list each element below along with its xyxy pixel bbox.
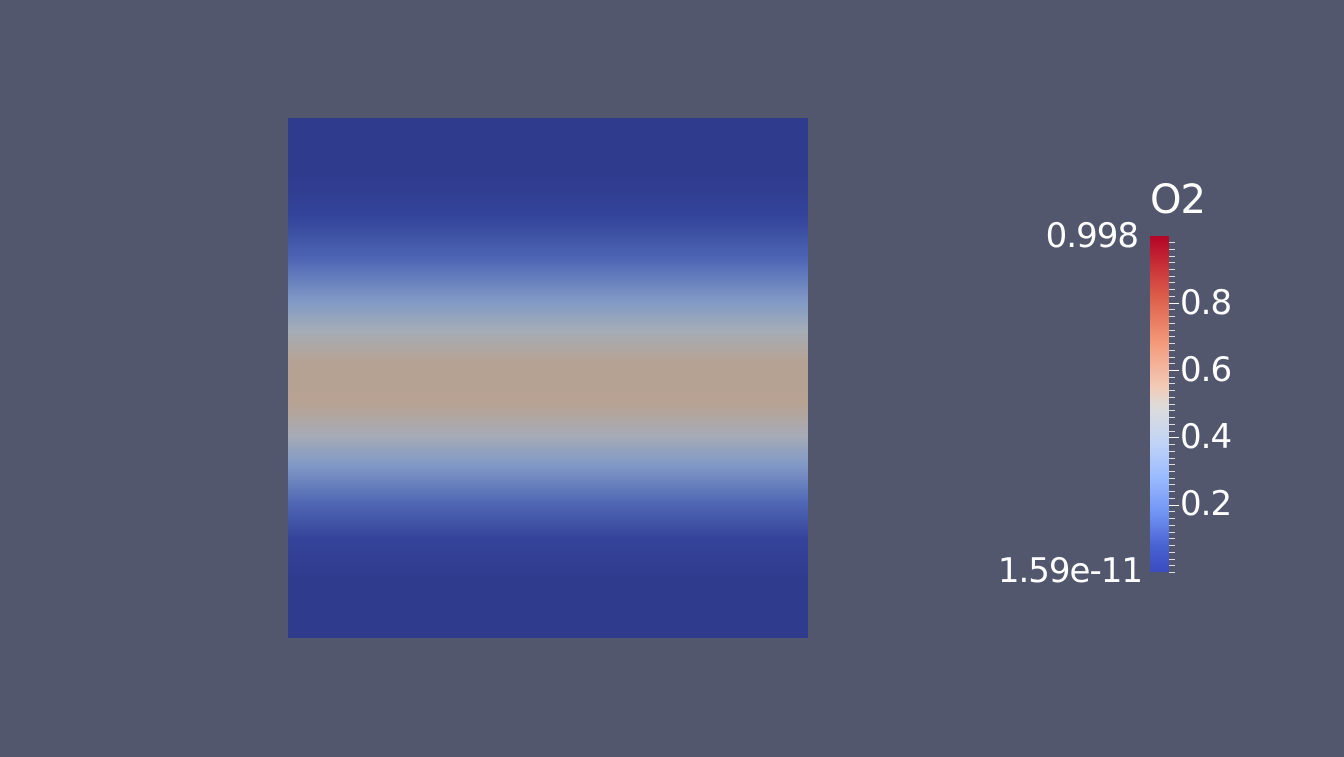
scalar-bar-minor-tick (1169, 262, 1175, 263)
scalar-bar-minor-tick (1169, 444, 1175, 445)
scalar-bar-minor-tick (1169, 471, 1175, 472)
scalar-bar-minor-tick (1169, 559, 1175, 560)
scalar-bar-minor-tick (1169, 451, 1175, 452)
scalar-bar-minor-tick (1169, 249, 1175, 250)
scalar-bar-tick-label: 0.2 (1180, 484, 1232, 524)
scalar-bar-minor-tick (1169, 343, 1175, 344)
scalar-bar-minor-tick (1169, 484, 1175, 485)
scalar-bar-minor-tick (1169, 363, 1175, 364)
scalar-bar-minor-tick (1169, 511, 1175, 512)
scalar-bar-tick-label: 0.4 (1180, 417, 1232, 457)
scalar-bar-minor-tick (1169, 323, 1175, 324)
scalar-bar-ticks (1169, 236, 1179, 573)
scalar-bar-minor-tick (1169, 390, 1175, 391)
scalar-bar-minor-tick (1169, 458, 1175, 459)
scalar-bar-minor-tick (1169, 417, 1175, 418)
scalar-bar-minor-tick (1169, 410, 1175, 411)
scalar-bar-major-tick (1169, 303, 1179, 304)
scalar-bar-minor-tick (1169, 572, 1175, 573)
scalar-bar-minor-tick (1169, 478, 1175, 479)
scalar-bar-minor-tick (1169, 276, 1175, 277)
o2-field-plot[interactable] (288, 118, 808, 638)
scalar-bar-minor-tick (1169, 383, 1175, 384)
scalar-bar-minor-tick (1169, 242, 1175, 243)
scalar-bar-colormap (1150, 236, 1169, 572)
scalar-bar-minor-tick (1169, 525, 1175, 526)
scalar-bar-minor-tick (1169, 532, 1175, 533)
scalar-bar-minor-tick (1169, 464, 1175, 465)
scalar-bar-max-label: 0.998 (1045, 216, 1139, 256)
scalar-bar-minor-tick (1169, 498, 1175, 499)
scalar-bar-minor-tick (1169, 256, 1175, 257)
scalar-bar-minor-tick (1169, 545, 1175, 546)
scalar-bar-major-tick (1169, 370, 1179, 371)
scalar-bar-minor-tick (1169, 357, 1175, 358)
scalar-bar-minor-tick (1169, 552, 1175, 553)
scalar-bar-tick-label: 0.6 (1180, 350, 1232, 390)
scalar-bar-minor-tick (1169, 282, 1175, 283)
scalar-bar-major-tick (1169, 437, 1179, 438)
scalar-bar-minor-tick (1169, 565, 1175, 566)
scalar-bar-minor-tick (1169, 538, 1175, 539)
scalar-bar-minor-tick (1169, 431, 1175, 432)
scalar-bar-tick-label: 0.8 (1180, 283, 1232, 323)
scalar-bar-minor-tick (1169, 296, 1175, 297)
scalar-bar-minor-tick (1169, 316, 1175, 317)
scalar-bar-minor-tick (1169, 397, 1175, 398)
scalar-bar-minor-tick (1169, 424, 1175, 425)
scalar-bar-minor-tick (1169, 269, 1175, 270)
scalar-bar-min-label: 1.59e-11 (997, 551, 1143, 591)
scalar-bar-minor-tick (1169, 309, 1175, 310)
scalar-bar-title: O2 (1150, 177, 1206, 223)
scalar-bar-minor-tick (1169, 330, 1175, 331)
scalar-bar-minor-tick (1169, 491, 1175, 492)
scalar-bar-minor-tick (1169, 404, 1175, 405)
scalar-bar-minor-tick (1169, 350, 1175, 351)
scalar-bar-minor-tick (1169, 336, 1175, 337)
scalar-bar-major-tick (1169, 505, 1179, 506)
scalar-bar-minor-tick (1169, 518, 1175, 519)
scalar-bar-minor-tick (1169, 289, 1175, 290)
scalar-bar-minor-tick (1169, 377, 1175, 378)
